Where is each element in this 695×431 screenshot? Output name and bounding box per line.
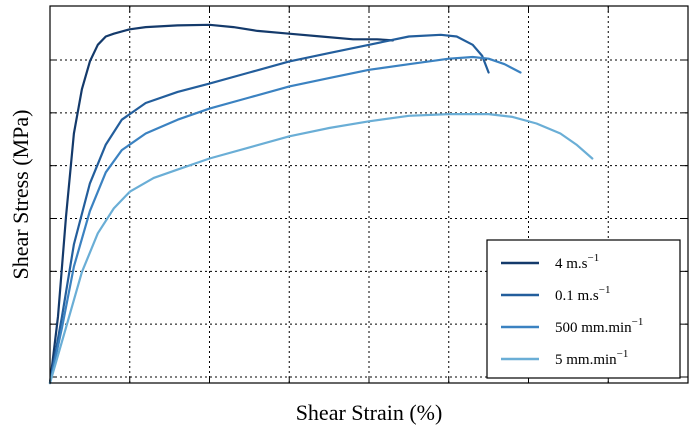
legend-label-4: 5 mm.min−1 <box>555 348 628 368</box>
legend-label-1: 4 m.s−1 <box>555 252 599 272</box>
series-line-3 <box>48 55 522 385</box>
legend-label-2: 0.1 m.s−1 <box>555 284 610 304</box>
x-axis-label: Shear Strain (%) <box>296 400 443 425</box>
legend-label-text: 4 m.s <box>555 256 588 272</box>
legend-label-superscript: −1 <box>588 252 600 264</box>
y-axis-label: Shear Stress (MPa) <box>8 110 33 280</box>
plot-area <box>48 23 594 385</box>
plot-frame <box>49 5 689 384</box>
legend-label-text: 0.1 m.s <box>555 288 599 304</box>
series-line-2 <box>48 33 490 385</box>
series-line-1 <box>48 23 394 385</box>
legend-label-text: 5 mm.min <box>555 352 617 368</box>
legend-label-superscript: −1 <box>599 284 611 296</box>
legend-label-3: 500 mm.min−1 <box>555 316 643 336</box>
legend-label-superscript: −1 <box>617 348 629 360</box>
legend-label-text: 500 mm.min <box>555 320 632 336</box>
legend-label-superscript: −1 <box>632 316 644 328</box>
series-line-4 <box>48 113 594 385</box>
